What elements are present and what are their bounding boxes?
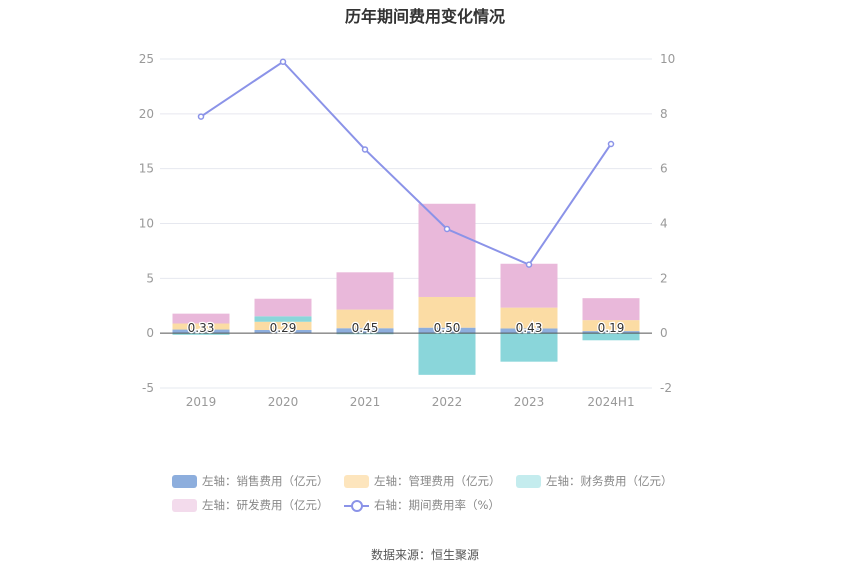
x-axis-labels: 2019 2020 2021 2022 2023 2024H1	[186, 395, 635, 409]
legend-label-finance: 左轴：财务费用（亿元）	[546, 474, 673, 488]
grid-lines	[160, 58, 652, 389]
left-tick-label: 10	[139, 217, 154, 231]
bar-sales	[172, 329, 230, 334]
x-tick-label: 2019	[186, 395, 217, 409]
right-tick-label: 8	[660, 107, 668, 121]
right-tick-label: 10	[660, 52, 675, 66]
right-tick-label: 4	[660, 217, 668, 231]
legend-item-finance[interactable]: 左轴：财务费用（亿元）	[516, 472, 673, 490]
ratio-point	[607, 140, 615, 148]
ratio-point	[279, 58, 287, 65]
sales-data-label: 0.29	[270, 321, 297, 335]
x-tick-label: 2024H1	[587, 395, 634, 409]
chart-title: 历年期间费用变化情况	[344, 7, 505, 26]
legend-label-rd: 左轴：研发费用（亿元）	[202, 498, 329, 512]
sales-data-label: 0.19	[598, 321, 625, 335]
right-tick-label: 2	[660, 271, 668, 285]
left-tick-label: 20	[139, 107, 154, 121]
left-tick-label: 0	[146, 326, 154, 340]
legend-swatch-ratio	[344, 499, 369, 512]
legend-swatch-finance	[516, 474, 541, 488]
legend-swatch-rd	[172, 498, 197, 512]
bar-admin	[172, 323, 230, 330]
right-tick-label: 0	[660, 326, 668, 340]
bar-rd	[254, 298, 312, 317]
bar-sales	[500, 328, 558, 334]
legend-label-ratio: 右轴：期间费用率（%）	[374, 498, 500, 512]
bar-admin	[336, 309, 394, 329]
left-tick-label: 25	[139, 52, 154, 66]
x-tick-label: 2020	[268, 395, 299, 409]
legend-swatch-sales	[172, 474, 197, 488]
bar-rd	[172, 313, 230, 324]
bar-finance	[418, 333, 476, 375]
sales-data-label: 0.50	[434, 321, 461, 335]
data-source: 数据来源：恒生聚源	[370, 548, 479, 562]
legend-item-rd[interactable]: 左轴：研发费用（亿元）	[172, 496, 329, 514]
bar-admin	[500, 307, 558, 329]
bar-finance	[172, 333, 230, 335]
bar-finance	[254, 316, 312, 322]
right-tick-label: -2	[660, 381, 672, 395]
x-tick-label: 2022	[432, 395, 463, 409]
bar-finance	[500, 333, 558, 362]
bar-sales	[254, 329, 312, 334]
left-tick-label: 15	[139, 162, 154, 176]
bar-admin	[254, 321, 312, 330]
ratio-point	[443, 225, 451, 233]
bar-rd	[582, 298, 640, 321]
ratio-point	[525, 261, 533, 268]
bar-rd	[418, 203, 476, 297]
legend-swatch-admin	[344, 474, 369, 488]
bar-admin	[582, 320, 640, 332]
sales-data-labels: 0.33 0.29 0.45 0.50 0.43 0.19	[186, 320, 625, 337]
bar-finance	[336, 333, 394, 335]
ratio-line	[200, 60, 612, 266]
x-tick-label: 2021	[350, 395, 381, 409]
legend-label-admin: 左轴：管理费用（亿元）	[374, 474, 501, 488]
sales-data-label: 0.33	[188, 321, 215, 335]
bar-rd	[336, 272, 394, 310]
sales-data-label: 0.43	[516, 321, 543, 335]
legend-item-admin[interactable]: 左轴：管理费用（亿元）	[344, 472, 501, 490]
ratio-line-series	[197, 58, 615, 268]
legend-item-sales[interactable]: 左轴：销售费用（亿元）	[172, 472, 329, 490]
x-tick-label: 2023	[514, 395, 545, 409]
ratio-point	[361, 146, 369, 153]
bar-rd	[500, 263, 558, 308]
left-axis-ticks: -5 0 5 10 15 20 25	[139, 52, 154, 395]
bar-finance	[582, 333, 640, 341]
right-tick-label: 6	[660, 162, 668, 176]
ratio-point	[197, 113, 205, 120]
bar-admin	[418, 296, 476, 328]
bar-sales	[582, 331, 640, 334]
right-axis-ticks: -2 0 2 4 6 8 10	[660, 52, 675, 395]
legend-item-ratio[interactable]: 右轴：期间费用率（%）	[344, 496, 500, 514]
bar-series	[172, 203, 640, 375]
legend-label-sales: 左轴：销售费用（亿元）	[202, 474, 329, 488]
bar-sales	[336, 328, 394, 334]
bar-sales	[418, 327, 476, 334]
sales-data-label: 0.45	[352, 321, 379, 335]
left-tick-label: 5	[146, 271, 154, 285]
left-tick-label: -5	[142, 381, 154, 395]
